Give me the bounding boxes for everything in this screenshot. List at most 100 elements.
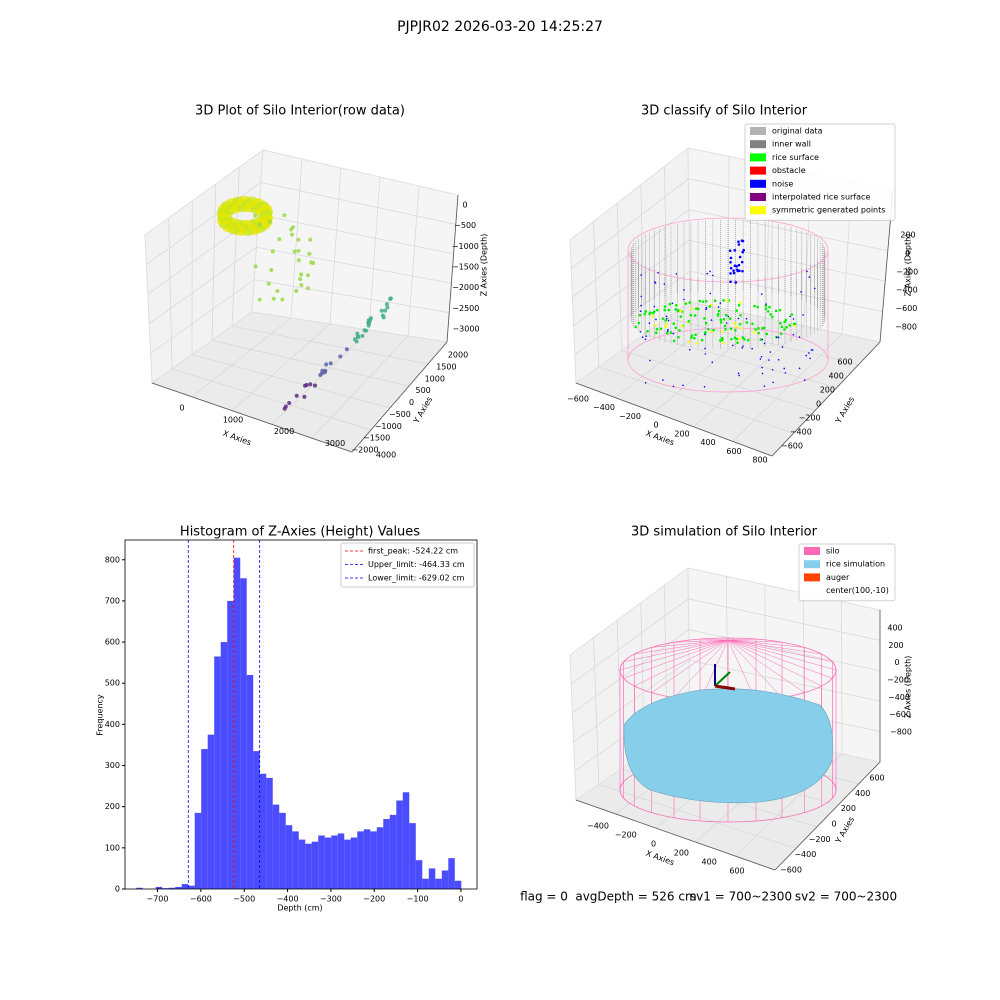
bar <box>383 819 390 889</box>
pane-grid <box>572 629 881 714</box>
point <box>705 307 708 309</box>
bar <box>422 878 429 889</box>
point <box>733 264 737 268</box>
point <box>269 267 274 272</box>
point <box>704 333 706 336</box>
point <box>639 330 642 333</box>
z-tick-label: −1000 <box>452 242 479 251</box>
point <box>779 332 783 336</box>
y-tick-label: 200 <box>820 386 835 395</box>
point <box>771 315 774 319</box>
silo-wire <box>634 639 729 655</box>
point <box>672 385 675 388</box>
point <box>765 332 769 336</box>
point <box>694 307 698 310</box>
pane-grid <box>211 340 410 387</box>
point <box>803 379 806 381</box>
pane-grid <box>732 333 843 442</box>
pane-grid <box>593 637 600 785</box>
point <box>728 317 732 320</box>
point <box>738 255 742 259</box>
pane-grid <box>148 246 452 325</box>
x-tick-label: −400 <box>593 403 615 412</box>
point <box>669 331 673 334</box>
bar <box>253 751 260 889</box>
footer-flag: flag = 0 <box>520 890 568 904</box>
point <box>738 269 741 273</box>
point <box>645 335 647 337</box>
silo-wire <box>623 639 729 662</box>
legend-label: rice surface <box>772 153 819 162</box>
pane-grid <box>329 167 342 325</box>
point <box>311 261 316 266</box>
y-tick-label: 0 <box>115 885 120 894</box>
silo-wire <box>727 639 833 662</box>
pane-grid <box>616 620 622 769</box>
pane-grid <box>271 329 370 425</box>
point <box>659 327 663 331</box>
point <box>741 250 745 254</box>
pane-grid <box>290 158 303 319</box>
point <box>784 372 787 374</box>
bar <box>435 878 442 889</box>
x-tick-label: −500 <box>233 895 255 904</box>
point <box>766 310 770 313</box>
point <box>729 266 733 270</box>
legend-label: Lower_limit: -629.02 cm <box>368 574 465 583</box>
point <box>711 361 714 364</box>
pane-grid <box>664 166 668 319</box>
point <box>783 320 787 324</box>
point <box>741 346 744 349</box>
silo-wire <box>673 639 729 643</box>
y-tick-label: 700 <box>105 596 120 605</box>
point <box>774 309 778 313</box>
y-tick-label: −1500 <box>363 434 390 443</box>
z-tick-label: 200 <box>900 231 915 240</box>
legend-label: obstacle <box>772 166 806 175</box>
point <box>725 322 728 324</box>
y-tick-label: −500 <box>389 410 411 419</box>
point <box>768 305 771 309</box>
bar <box>201 749 208 889</box>
legend-swatch <box>804 573 820 582</box>
point <box>356 334 361 339</box>
point <box>704 347 706 350</box>
point <box>769 313 772 316</box>
point <box>313 383 318 388</box>
point <box>738 301 742 305</box>
point <box>296 248 301 253</box>
point <box>694 333 697 336</box>
pane-grid <box>231 166 240 327</box>
point <box>729 272 732 275</box>
z-tick-label: 0 <box>462 201 467 210</box>
point <box>721 338 724 342</box>
point <box>705 308 707 311</box>
point <box>267 219 272 224</box>
z-tick-label: −2000 <box>452 283 479 292</box>
point <box>734 329 737 332</box>
z-tick-label: 0 <box>905 249 910 258</box>
footer-sv1: sv1 = 700~2300 <box>690 890 792 904</box>
point <box>324 362 329 367</box>
x-tick-label: 400 <box>700 438 715 447</box>
y-tick-label: 400 <box>105 720 120 729</box>
x-tick-label: −600 <box>190 895 212 904</box>
x-tick-label: 4000 <box>376 451 396 460</box>
x-tick-label: 600 <box>726 447 741 456</box>
point <box>695 341 698 345</box>
bar <box>409 823 416 889</box>
point <box>664 319 667 322</box>
point <box>765 303 767 305</box>
point <box>798 336 801 338</box>
legend-label: noise <box>772 179 793 188</box>
pane-grid <box>598 366 794 434</box>
silo-wire <box>651 639 729 648</box>
bar <box>214 656 221 889</box>
y-tick-label: 800 <box>105 555 120 564</box>
legend-label: Upper_limit: -464.33 cm <box>368 560 465 569</box>
z-tick-label: −500 <box>454 221 476 230</box>
bar <box>357 831 364 889</box>
point <box>641 336 644 338</box>
legend-label: center(100,-10) <box>826 586 889 595</box>
point <box>653 281 656 283</box>
